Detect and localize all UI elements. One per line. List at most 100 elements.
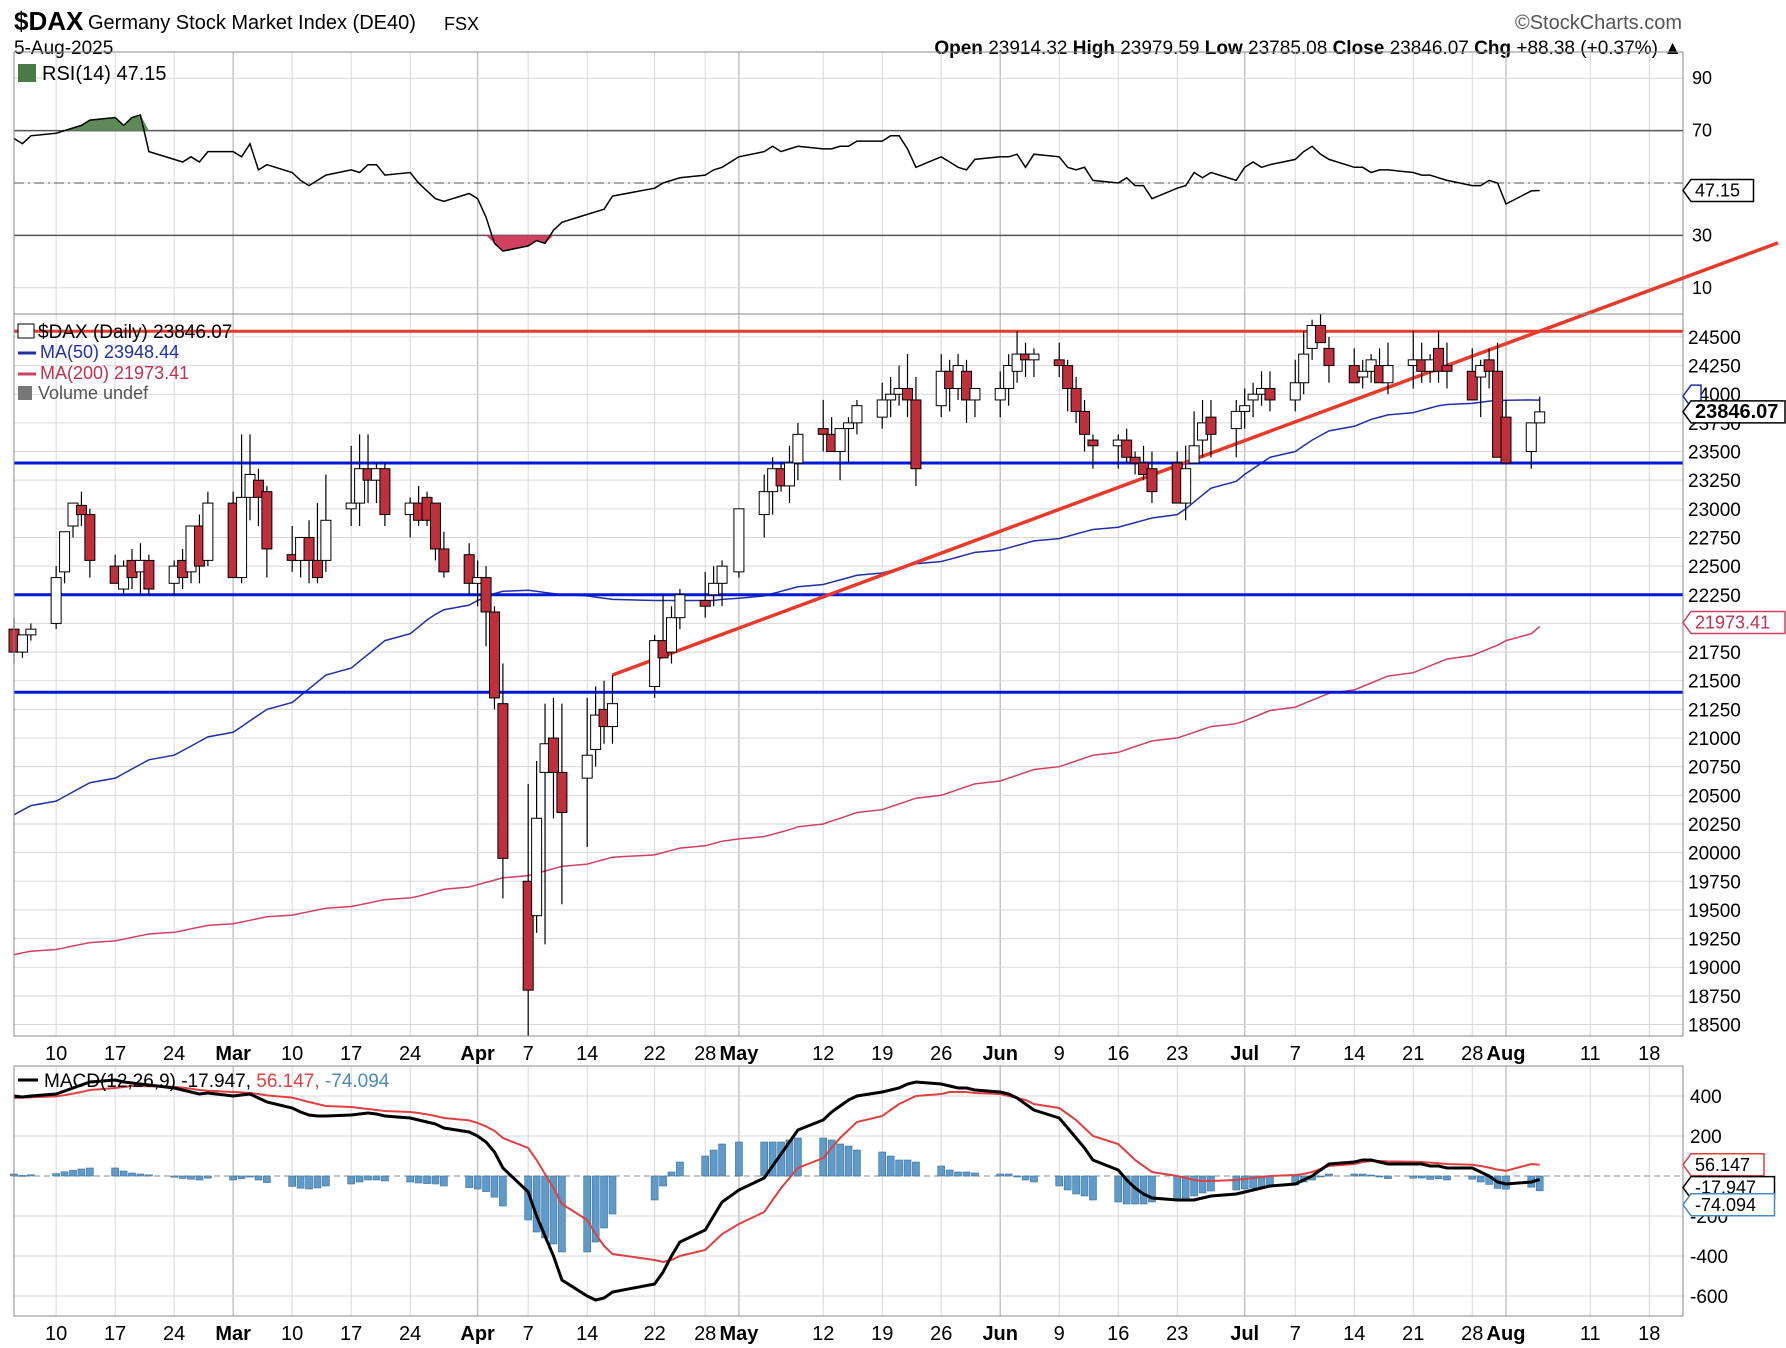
histogram-bar — [372, 1175, 381, 1181]
price-tick-label: 21750 — [1688, 643, 1741, 664]
histogram-bar — [718, 1143, 726, 1177]
histogram-bar — [583, 1175, 591, 1253]
date-tick-label: 10 — [281, 1323, 303, 1345]
histogram-bar — [1535, 1175, 1544, 1192]
histogram-bar — [423, 1175, 431, 1184]
histogram-bar — [111, 1167, 119, 1177]
histogram-bar — [1198, 1175, 1207, 1194]
candle-up — [1180, 468, 1192, 504]
rsi-tick-label: 70 — [1692, 121, 1712, 141]
histogram-bar — [600, 1175, 608, 1229]
candle-down — [1500, 416, 1512, 464]
histogram-bar — [1426, 1175, 1434, 1180]
histogram-bar — [853, 1149, 861, 1177]
macd-tick-label: -600 — [1690, 1287, 1728, 1308]
candle-up — [1289, 382, 1301, 401]
price-tick-label: 20500 — [1688, 786, 1741, 807]
date-tick-label: 12 — [812, 1043, 834, 1065]
candle-down — [699, 600, 711, 607]
rsi-title: RSI(14) 47.15 — [42, 63, 167, 85]
price-tick-label: 19500 — [1688, 901, 1741, 922]
up-arrow-icon: ▲ — [1663, 38, 1682, 59]
rsi-panel: 90 70 30 10 RSI(14) 47.15 47.15 — [13, 51, 1755, 315]
histogram-bar — [962, 1171, 971, 1177]
price-tick-label: 21250 — [1688, 700, 1741, 721]
candle-up — [733, 508, 745, 573]
candle-up — [354, 468, 366, 504]
histogram-bar — [128, 1172, 136, 1177]
date-tick-label: 11 — [1580, 1043, 1601, 1065]
histogram-bar — [1063, 1175, 1072, 1191]
low-label: Low — [1204, 38, 1243, 59]
change-value: +88.38 (+0.37%) — [1516, 38, 1658, 59]
histogram-bar — [1089, 1175, 1097, 1201]
rsi-overbought-fill — [14, 114, 1540, 131]
histogram-bar — [971, 1172, 979, 1177]
candle-down — [1441, 365, 1453, 372]
ma50-line — [13, 399, 1540, 816]
histogram-bar — [1443, 1175, 1451, 1181]
price-tick-label: 22250 — [1688, 586, 1741, 607]
date-tick-label: 14 — [1343, 1323, 1365, 1345]
histogram-bar — [1072, 1175, 1080, 1195]
histogram-bar — [1190, 1175, 1198, 1197]
candle-down — [1466, 370, 1478, 401]
candle-up — [345, 502, 357, 510]
histogram-bar — [996, 1173, 1005, 1177]
signal-line — [13, 1085, 1540, 1264]
histogram-bar — [1030, 1175, 1038, 1183]
date-tick-label: 9 — [1054, 1323, 1065, 1345]
rsi-legend-swatch — [18, 64, 36, 82]
candle-down — [379, 468, 391, 516]
date-tick-label: May — [719, 1043, 759, 1065]
histogram-bar — [1434, 1175, 1443, 1180]
histogram-bar — [1409, 1175, 1418, 1179]
date-tick-label: 10 — [45, 1323, 67, 1345]
panel-frame — [13, 313, 1684, 1037]
candle-up — [1247, 393, 1259, 401]
candle-up — [236, 496, 248, 579]
candle-down — [547, 737, 559, 773]
candle-up — [1298, 353, 1310, 384]
candle-down — [75, 504, 87, 516]
rsi-tick-label: 30 — [1692, 225, 1712, 245]
candle-up — [531, 817, 543, 917]
histogram-bar — [903, 1159, 912, 1177]
price-tick-label: 18500 — [1688, 1016, 1741, 1037]
date-tick-label: 7 — [523, 1323, 534, 1345]
candle-up — [674, 594, 686, 619]
histogram-bar — [1232, 1175, 1241, 1191]
price-tick-label: 20000 — [1688, 844, 1741, 865]
rsi-value-tag-box — [1682, 178, 1755, 203]
date-tick-label: Apr — [460, 1323, 495, 1345]
macd-line — [13, 1078, 1541, 1302]
histogram-bar — [1148, 1175, 1156, 1203]
date-tick-label: 28 — [1461, 1323, 1483, 1345]
histogram-bar — [591, 1175, 600, 1243]
histogram-bar — [735, 1141, 743, 1177]
chart-date: 5-Aug-2025 — [14, 38, 114, 59]
histogram-bar — [406, 1175, 414, 1183]
price-tick-label: 24500 — [1688, 328, 1741, 349]
date-tick-label: Jul — [1230, 1043, 1259, 1065]
histogram-bar — [794, 1137, 802, 1177]
candle-down — [1264, 387, 1276, 401]
candle-up — [1239, 405, 1251, 412]
histogram-bar — [836, 1143, 844, 1177]
candle-up — [1028, 353, 1040, 361]
open-label: Open — [934, 38, 983, 59]
histogram-bar — [1004, 1173, 1013, 1177]
candle-down — [252, 479, 264, 498]
price-tick-label: 20250 — [1688, 815, 1741, 836]
histogram-bar — [1114, 1175, 1123, 1203]
candle-legend-icon — [17, 323, 35, 339]
histogram-bar — [1021, 1175, 1030, 1181]
signal-tag: 56.147 — [1695, 1155, 1750, 1175]
histogram-bar — [170, 1175, 178, 1178]
date-tick-label: Aug — [1487, 1043, 1526, 1065]
candle-up — [994, 387, 1006, 401]
histogram-bar — [608, 1175, 617, 1215]
histogram-bar — [27, 1174, 35, 1177]
candle-up — [708, 582, 720, 596]
